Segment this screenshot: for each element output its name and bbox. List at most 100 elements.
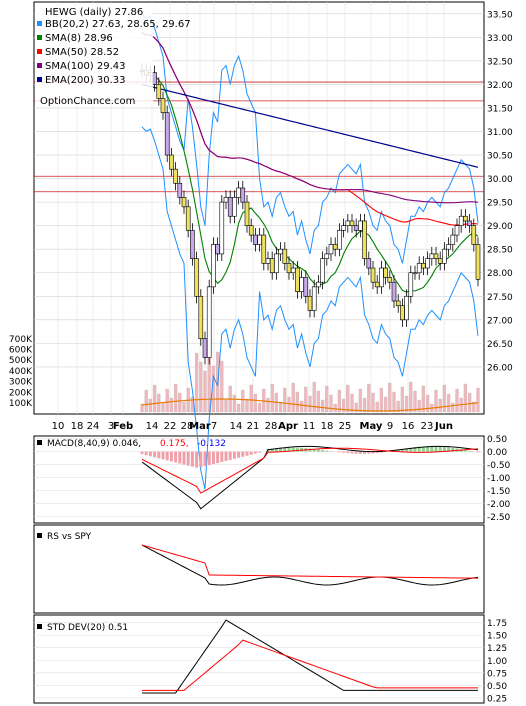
candle-body [391, 281, 397, 302]
macd-histogram-bar [342, 451, 346, 453]
volume-tick-label: 200K [9, 388, 33, 398]
rs-legend-swatch [37, 533, 42, 538]
macd-histogram-bar [199, 451, 203, 468]
bb-upper-line [141, 13, 479, 264]
candle-body [215, 244, 220, 255]
legend-label: SMA(100) 29.43 [45, 61, 126, 72]
macd-histogram-bar [241, 451, 245, 457]
candle-body [156, 84, 162, 99]
macd-signal-line [141, 447, 479, 494]
volume-bar [400, 386, 405, 413]
macd-panel-frame [33, 435, 485, 524]
candle-body [379, 267, 384, 288]
volume-bar [266, 397, 270, 413]
candle-body [202, 338, 208, 358]
candle-body [353, 225, 359, 231]
std-tick-label: 0.75 [487, 669, 507, 679]
volume-bar [182, 401, 186, 413]
x-tick-label: 18 [71, 421, 84, 432]
macd-tick-label: -0.50 [487, 461, 511, 471]
price-tick-label: 30.00 [487, 175, 513, 185]
volume-bar [350, 393, 354, 413]
candle-body [206, 286, 212, 358]
candle-body [400, 305, 405, 321]
volume-bar [404, 395, 409, 413]
x-tick-label: 21 [247, 421, 260, 432]
candle-body [467, 220, 472, 226]
macd-histogram-bar [211, 451, 215, 465]
candle-body [337, 230, 342, 250]
rs-panel-frame [33, 524, 485, 614]
candle-body [244, 201, 250, 226]
candle-body [341, 225, 346, 231]
macd-histogram-bar [417, 446, 421, 452]
legend-label: SMA(8) 28.96 [45, 33, 113, 44]
volume-bar [308, 395, 312, 413]
legend-swatch [37, 49, 42, 54]
macd-histogram-bar [358, 451, 362, 454]
macd-tick-label: 0.50 [487, 435, 507, 445]
candle-body [429, 253, 435, 259]
std-line [142, 619, 478, 694]
volume-bar [417, 399, 421, 413]
macd-legend-swatch [37, 440, 42, 445]
candle-body [408, 272, 414, 297]
volume-tick-label: 400K [9, 367, 33, 377]
candle-body [286, 263, 292, 274]
macd-histogram-bar [316, 449, 320, 452]
price-tick-label: 28.50 [487, 246, 513, 256]
candle-body [471, 225, 477, 245]
volume-bar [421, 385, 426, 413]
legend-swatch [37, 77, 42, 82]
price-tick-label: 31.00 [487, 128, 513, 138]
volume-bar [199, 361, 203, 413]
std-tick-label: 1.75 [487, 619, 507, 629]
candle-body [198, 295, 204, 339]
macd-histogram-bar [165, 451, 169, 461]
price-tick-label: 32.00 [487, 81, 513, 91]
volume-bar [304, 386, 308, 413]
volume-bar [371, 392, 375, 413]
grid-layer [34, 2, 484, 699]
x-tick-label: Feb [113, 421, 133, 432]
volume-bar [194, 352, 199, 413]
std-average-line [142, 639, 478, 691]
volume-tick-label: 500K [9, 356, 33, 366]
volume-bar [283, 387, 287, 413]
x-tick-label: 28 [265, 421, 278, 432]
macd-label: MACD(8,40,9) 0.046, [47, 439, 141, 449]
macd-histogram-bar [283, 447, 287, 452]
candle-body [181, 197, 187, 208]
std-label: STD DEV(20) 0.51 [47, 623, 128, 633]
macd-histogram-bar [468, 450, 472, 452]
price-tick-label: 30.50 [487, 152, 513, 162]
macd-histogram-bar [207, 451, 211, 466]
volume-bar [341, 398, 346, 413]
volume-bar [467, 392, 472, 413]
ema200-line [141, 83, 479, 168]
candle-body [450, 234, 456, 245]
candle-body [458, 215, 464, 226]
macd-tick-label: -2.00 [487, 500, 511, 510]
macd-histogram-bar [203, 451, 207, 467]
macd-histogram-bar [182, 451, 186, 465]
volume-bars [140, 351, 480, 413]
volume-bar [446, 393, 451, 413]
volume-bar [165, 388, 169, 413]
rs-label: RS vs SPY [47, 532, 92, 542]
volume-bar [346, 384, 350, 413]
volume-bar [299, 400, 304, 413]
macd-histogram-bar [148, 451, 152, 457]
candle-body [437, 258, 443, 264]
macd-histogram-bar [409, 447, 413, 452]
macd-histogram-bar [169, 451, 173, 462]
candle-body [395, 300, 401, 307]
volume-bar [169, 397, 174, 413]
volume-bar [354, 402, 358, 413]
std-tick-label: 0.50 [487, 682, 507, 692]
macd-histogram-bar [287, 447, 291, 452]
volume-bar [270, 383, 274, 413]
macd-histogram-bar [367, 451, 371, 454]
x-tick-label: Jun [434, 421, 453, 432]
candle-body [160, 98, 166, 113]
